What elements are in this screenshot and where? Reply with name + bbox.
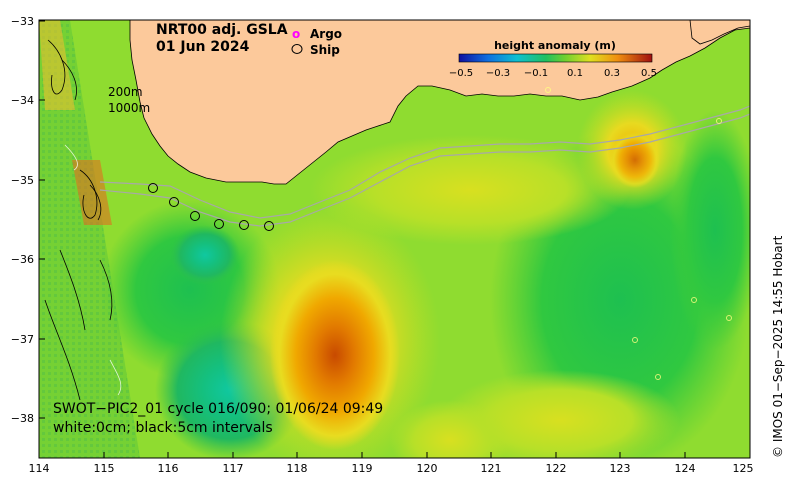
marker-legend: o Argo Ship bbox=[291, 27, 342, 57]
anomaly-high-center bbox=[270, 260, 400, 450]
x-tick-label: 114 bbox=[29, 462, 50, 475]
swot-pass-label: SWOT−PIC2_01 cycle 016/090; 01/06/24 09:… bbox=[53, 401, 383, 417]
x-tick-label: 115 bbox=[94, 462, 115, 475]
x-tick-label: 117 bbox=[223, 462, 244, 475]
x-tick-label: 125 bbox=[733, 462, 754, 475]
plot-frame bbox=[38, 19, 751, 459]
colorbar-scale bbox=[458, 53, 653, 63]
argo-float bbox=[726, 315, 732, 321]
y-tick-label: −33 bbox=[11, 15, 34, 28]
anomaly-high-east-core bbox=[610, 132, 660, 188]
x-tick-label: 116 bbox=[158, 462, 179, 475]
y-tick-label: −36 bbox=[11, 253, 34, 266]
x-tick-label: 122 bbox=[546, 462, 567, 475]
ship-position bbox=[190, 211, 200, 221]
x-tick-label: 118 bbox=[287, 462, 308, 475]
argo-float bbox=[716, 118, 722, 124]
map-title: NRT00 adj. GSLA bbox=[156, 22, 288, 38]
x-axis-labels: 114 115 116 117 118 119 120 121 122 123 … bbox=[29, 462, 754, 475]
y-tick-label: −38 bbox=[11, 412, 34, 425]
map-date: 01 Jun 2024 bbox=[156, 39, 250, 55]
map-plot-area bbox=[39, 20, 750, 458]
ship-legend-icon bbox=[291, 44, 303, 54]
anomaly-mid-north bbox=[310, 135, 630, 245]
colorbar-tick: −0.1 bbox=[524, 68, 548, 79]
colorbar-title: height anomaly (m) bbox=[494, 39, 616, 52]
eastern-headland bbox=[689, 20, 750, 45]
argo-legend-label: Argo bbox=[310, 27, 342, 41]
isobath-label-200m: 200m bbox=[108, 85, 143, 99]
argo-float bbox=[545, 87, 551, 93]
swot-contours bbox=[44, 39, 113, 401]
argo-legend-icon: o bbox=[292, 27, 300, 41]
anomaly-low-far-east bbox=[670, 110, 750, 350]
swot-contour-note: white:0cm; black:5cm intervals bbox=[53, 420, 273, 436]
colorbar-tick: 0.5 bbox=[641, 68, 657, 79]
ship-legend-label: Ship bbox=[310, 43, 340, 57]
y-tick-label: −37 bbox=[11, 333, 34, 346]
argo-float bbox=[632, 337, 638, 343]
anomaly-low-west-center bbox=[170, 225, 240, 285]
x-axis-ticks bbox=[38, 452, 751, 458]
x-tick-label: 120 bbox=[417, 462, 438, 475]
anomaly-mid-center-south bbox=[390, 400, 510, 458]
isobath-1000m bbox=[99, 113, 750, 227]
swot-swath-warm-band bbox=[39, 20, 75, 110]
x-tick-label: 123 bbox=[610, 462, 631, 475]
argo-floats bbox=[545, 87, 732, 380]
y-tick-label: −34 bbox=[11, 94, 34, 107]
y-axis-labels: −33 −34 −35 −36 −37 −38 bbox=[11, 15, 34, 425]
swot-contours-white bbox=[64, 144, 122, 396]
argo-float bbox=[655, 374, 661, 380]
x-tick-label: 119 bbox=[352, 462, 373, 475]
imos-credit: © IMOS 01−Sep−2025 14:55 Hobart bbox=[771, 235, 785, 458]
ship-position bbox=[214, 219, 224, 229]
ship-position bbox=[169, 197, 179, 207]
colorbar-tick: 0.1 bbox=[567, 68, 583, 79]
swot-swath-red-band bbox=[72, 160, 112, 225]
colorbar-tick: 0.3 bbox=[604, 68, 620, 79]
ship-track bbox=[148, 183, 274, 231]
ship-position bbox=[239, 220, 249, 230]
x-tick-label: 121 bbox=[481, 462, 502, 475]
colorbar: height anomaly (m) −0.5 −0.3 −0.1 0.1 0.… bbox=[449, 39, 657, 79]
colorbar-tick: −0.5 bbox=[449, 68, 473, 79]
ship-position bbox=[148, 183, 158, 193]
argo-float bbox=[691, 297, 697, 303]
y-tick-label: −35 bbox=[11, 174, 34, 187]
swot-swath bbox=[39, 20, 140, 458]
colorbar-tick: −0.3 bbox=[486, 68, 510, 79]
isobath-label-1000m: 1000m bbox=[108, 101, 150, 115]
ship-position bbox=[264, 221, 274, 231]
isobath-200m bbox=[99, 105, 750, 219]
y-axis-ticks bbox=[39, 20, 45, 419]
x-tick-label: 124 bbox=[675, 462, 696, 475]
